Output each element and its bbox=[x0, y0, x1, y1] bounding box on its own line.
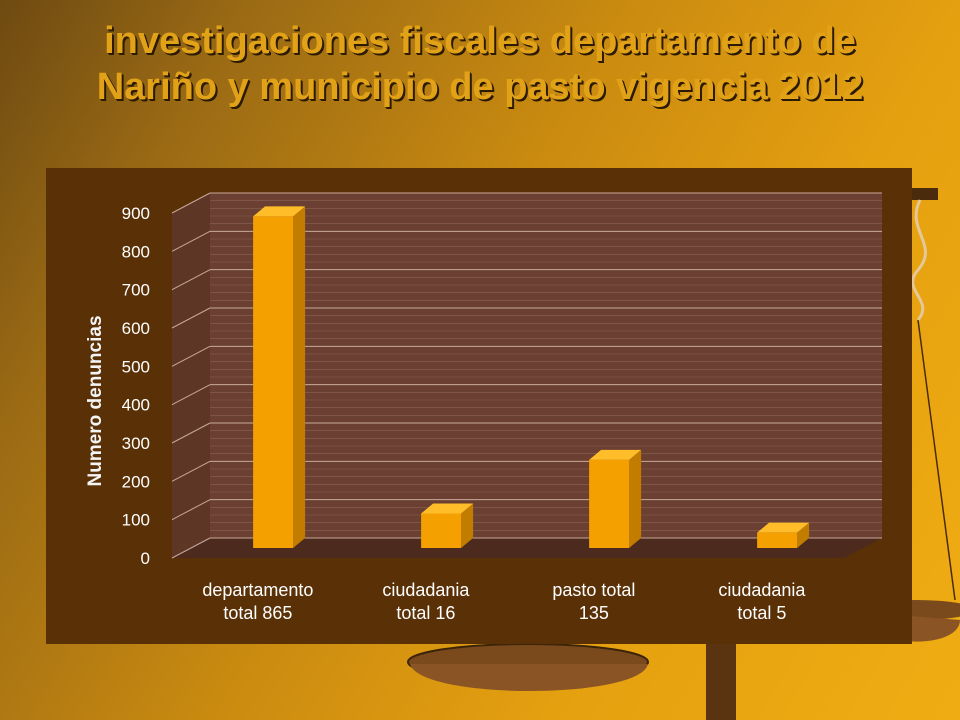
y-tick-label: 400 bbox=[122, 396, 150, 415]
y-tick-label: 900 bbox=[122, 204, 150, 223]
chart-title: investigaciones fiscales departamento de… bbox=[96, 20, 864, 108]
x-tick-label: departamento total 865 bbox=[202, 580, 313, 623]
y-axis-label: Numero denuncias bbox=[85, 315, 106, 486]
gridline-side bbox=[171, 269, 211, 291]
gridline-side bbox=[171, 499, 211, 521]
gridline-side bbox=[171, 384, 211, 406]
bar-top bbox=[421, 503, 474, 514]
bar bbox=[421, 503, 474, 548]
chart-panel: 0 100 200 300 400 500 600 700 800 900 departament… bbox=[46, 168, 912, 644]
bar-top bbox=[757, 522, 810, 533]
bar bbox=[757, 522, 810, 548]
y-tick-label: 100 bbox=[122, 511, 150, 530]
gridline-side bbox=[171, 537, 211, 559]
gridline-side bbox=[171, 345, 211, 367]
scale-pan-left-bowl bbox=[410, 664, 648, 691]
y-tick-label: 300 bbox=[122, 434, 150, 453]
scale-chain bbox=[911, 199, 927, 321]
bar-chart: 0 100 200 300 400 500 600 700 800 900 departament… bbox=[85, 192, 882, 623]
bar-side bbox=[293, 206, 306, 548]
y-tick-label: 500 bbox=[122, 357, 150, 376]
y-tick-label: 700 bbox=[122, 281, 150, 300]
bar-side bbox=[461, 503, 474, 548]
bar-front bbox=[757, 532, 798, 548]
bar bbox=[589, 449, 642, 548]
scale-string bbox=[917, 319, 956, 601]
plot-side-wall bbox=[172, 193, 210, 558]
x-tick-label: ciudadania total 16 bbox=[382, 580, 470, 623]
y-tick-label: 800 bbox=[122, 242, 150, 261]
gridline-side bbox=[171, 192, 211, 214]
gridline-side bbox=[171, 230, 211, 252]
bar-top bbox=[253, 206, 306, 217]
bar-front bbox=[421, 513, 462, 548]
y-tick-label: 200 bbox=[122, 472, 150, 491]
bar-front bbox=[589, 459, 630, 548]
gridline-side bbox=[171, 307, 211, 329]
x-tick-label: pasto total 135 bbox=[552, 580, 635, 623]
bar-side bbox=[797, 522, 810, 548]
bar-front bbox=[253, 216, 294, 548]
scale-pillar bbox=[706, 640, 736, 720]
bar bbox=[253, 206, 306, 548]
scale-beam bbox=[910, 188, 938, 200]
y-tick-label: 600 bbox=[122, 319, 150, 338]
x-tick-label: ciudadania total 5 bbox=[718, 580, 806, 623]
plot-floor bbox=[172, 538, 882, 558]
gridline-side bbox=[171, 460, 211, 482]
plot-back-wall bbox=[210, 193, 882, 538]
bar-side bbox=[629, 449, 642, 548]
bar-top bbox=[589, 449, 642, 460]
gridline-side bbox=[171, 422, 211, 444]
y-tick-label: 0 bbox=[141, 549, 150, 568]
